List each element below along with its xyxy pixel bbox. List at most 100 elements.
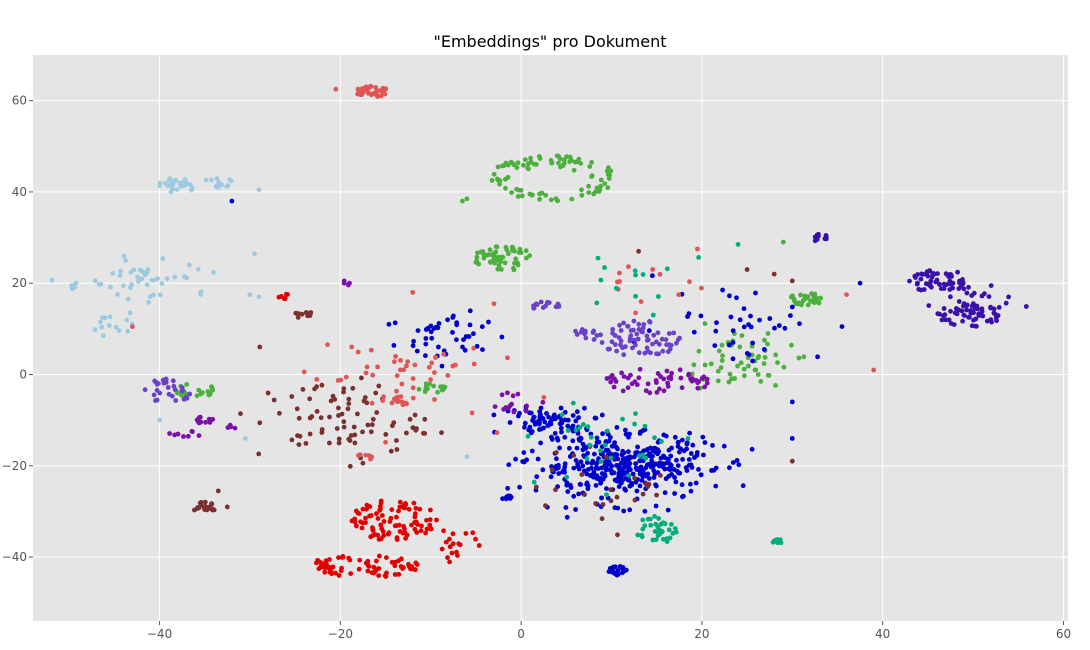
data-point [471,331,476,337]
data-point [469,410,475,416]
data-point [627,335,633,341]
data-point [434,517,439,523]
data-point [652,445,658,451]
data-point [625,375,631,381]
data-point [615,532,620,538]
data-point [650,312,656,318]
data-point [377,553,382,559]
data-point [389,507,395,512]
data-point [614,494,620,500]
data-point [388,515,394,521]
data-point [590,458,596,464]
data-point [796,355,802,361]
data-point [712,343,718,348]
data-point [622,486,627,492]
data-point [252,251,257,256]
data-point [668,463,674,468]
data-point [693,480,699,486]
data-point [531,415,537,421]
data-point [410,376,416,381]
data-point [600,431,605,437]
data-point [761,347,767,352]
data-point [276,294,282,300]
data-point [659,336,665,342]
data-point [115,292,120,297]
data-point [397,499,403,505]
data-point [343,374,349,380]
data-point [660,536,666,542]
data-point [976,313,982,318]
data-point [608,569,614,575]
data-point [653,537,659,542]
data-point [744,351,750,356]
data-point [696,467,701,472]
data-point [271,397,277,403]
data-point [579,187,584,193]
data-point [369,400,375,406]
data-point [307,431,313,437]
data-point [429,360,435,366]
data-point [676,292,682,298]
data-point [410,385,416,391]
data-point [715,378,721,384]
data-point [565,417,571,423]
data-point [586,183,591,189]
data-point [401,503,407,508]
data-point [277,410,282,416]
data-point [202,499,208,505]
data-point [355,349,361,355]
data-point [537,420,542,425]
data-point [295,433,300,438]
data-point [613,285,619,291]
data-point [668,453,674,459]
data-point [926,303,932,308]
data-point [98,319,103,325]
data-point [394,394,400,400]
data-point [797,321,802,327]
data-point [598,459,604,464]
data-point [384,570,389,576]
data-point [599,340,605,345]
data-point [518,250,524,256]
data-point [340,554,346,559]
data-point [410,290,416,295]
data-point [462,347,468,353]
data-point [447,536,452,542]
data-point [367,453,372,458]
data-point [529,430,534,436]
data-point [227,422,233,428]
data-point [548,197,554,203]
data-point [525,433,531,439]
data-point [196,420,202,426]
data-point [644,333,650,339]
data-point [413,560,419,566]
data-point [762,355,768,360]
data-point [698,313,704,319]
data-point [654,380,659,385]
data-point [454,320,460,325]
data-point [964,290,970,296]
data-point [675,463,681,468]
data-point [351,424,357,430]
data-point [611,384,617,390]
data-point [1006,294,1011,300]
data-point [506,405,511,411]
data-point [603,442,608,448]
data-point [172,274,178,280]
data-point [606,165,611,171]
data-point [325,342,330,348]
data-point [441,351,447,357]
data-point [352,432,358,438]
data-point [360,460,366,466]
data-point [413,427,419,433]
data-point [589,160,594,165]
data-point [161,380,167,386]
data-point [584,471,590,477]
data-point [381,394,386,400]
x-tick-label: 60 [1056,627,1071,641]
data-point [643,388,649,394]
data-point [582,492,587,497]
data-point [491,171,497,177]
data-point [405,359,411,365]
data-point [655,371,661,376]
